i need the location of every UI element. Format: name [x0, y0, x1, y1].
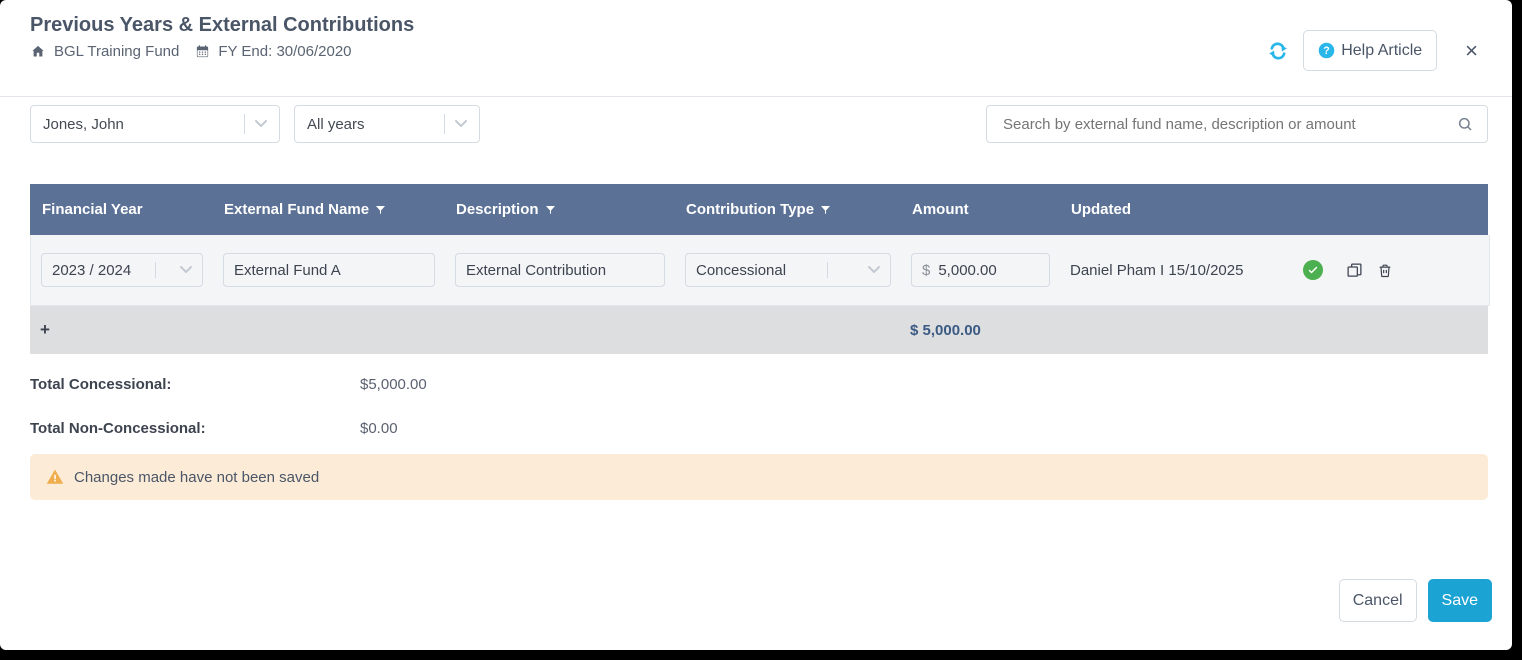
svg-text:?: ?: [1323, 45, 1329, 57]
